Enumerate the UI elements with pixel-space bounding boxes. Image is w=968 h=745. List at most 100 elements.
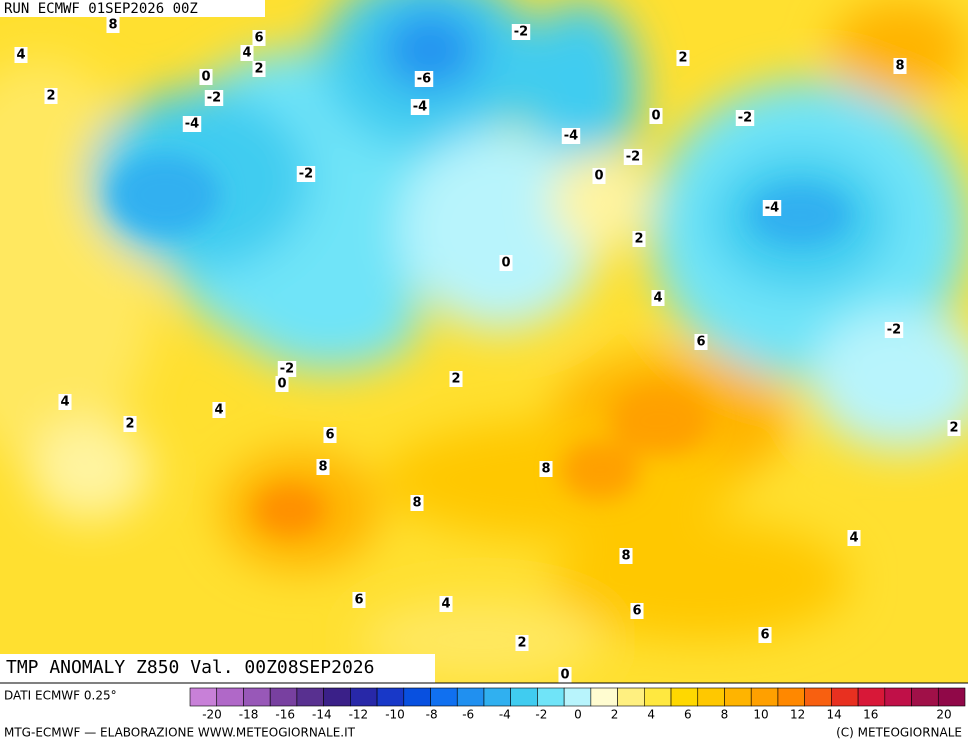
colorbar-swatch (724, 687, 752, 707)
contour-label-bg (296, 166, 316, 182)
colorbar-tick-label: 4 (647, 708, 655, 722)
contour-label-text: 2 (254, 62, 263, 77)
contour-label: 6 (352, 592, 366, 608)
colorbar-tick-label: -8 (426, 708, 438, 722)
contour-label-text: 8 (318, 460, 327, 475)
run-box (0, 0, 265, 17)
contour-label-bg (252, 30, 266, 46)
contour-label: 2 (515, 635, 529, 651)
contour-label-text: -2 (887, 323, 901, 338)
colorbar-tick-label: -20 (202, 708, 222, 722)
contour-label-text: -2 (514, 25, 528, 40)
contour-label: 4 (58, 394, 72, 410)
contour-label: 6 (694, 334, 708, 350)
contour-label-text: 4 (441, 597, 450, 612)
contour-label: 4 (651, 290, 665, 306)
colorbar-tick-label: -16 (275, 708, 295, 722)
contour-label: 8 (539, 461, 553, 477)
colorbar-swatch (697, 687, 725, 707)
colorbar-tick-label: -14 (312, 708, 332, 722)
contour-label-bg (410, 99, 430, 115)
contour-label-text: -4 (765, 201, 779, 216)
contour-label-bg (352, 592, 366, 608)
colorbar-swatch (777, 687, 805, 707)
contour-label-text: 0 (501, 256, 510, 271)
contour-label: 8 (316, 459, 330, 475)
contour-label-text: 6 (632, 604, 641, 619)
colorbar-tick-label: 14 (827, 708, 842, 722)
source: DATI ECMWF 0.25° (4, 689, 117, 703)
colorbar-tick-label: -2 (535, 708, 547, 722)
contour-label-bg (847, 530, 861, 546)
contour-label-bg (410, 495, 424, 511)
colorbar-swatch (617, 687, 645, 707)
contour-label-bg (630, 603, 644, 619)
colorbar-swatch (804, 687, 832, 707)
contour-label-text: -4 (413, 100, 427, 115)
contour-label-text: 8 (621, 549, 630, 564)
contour-label-text: 6 (760, 628, 769, 643)
contour-label: 0 (275, 376, 289, 392)
contour-label-text: 4 (653, 291, 662, 306)
contour-label: -2 (511, 24, 531, 40)
contour-label: 4 (439, 596, 453, 612)
contour-label-text: 2 (634, 232, 643, 247)
title-box (0, 654, 435, 683)
copyright: (C) METEOGIORNALE (836, 726, 962, 740)
colorbar-swatch (937, 687, 966, 707)
colorbar-swatch (189, 687, 218, 707)
colorbar-swatch (323, 687, 351, 707)
contour-label-bg (947, 420, 961, 436)
contour-label-text: 4 (60, 395, 69, 410)
contour-label-bg (539, 461, 553, 477)
colorbar-swatch (216, 687, 244, 707)
contour-label-text: -4 (185, 117, 199, 132)
contour-label-bg (558, 667, 572, 683)
contour-label-text: -6 (417, 72, 431, 87)
contour-label-bg (123, 416, 137, 432)
contour-label: 2 (44, 88, 58, 104)
contour-label-bg (449, 371, 463, 387)
contour-label-bg (511, 24, 531, 40)
contour-label-text: 4 (242, 46, 251, 61)
contour-label-text: 6 (325, 428, 334, 443)
contour-label-bg (414, 71, 434, 87)
colorbar-swatch (403, 687, 431, 707)
contour-label-bg (651, 290, 665, 306)
contour-label-text: 8 (412, 496, 421, 511)
contour-label: 2 (947, 420, 961, 436)
colorbar-tick-label: -12 (349, 708, 369, 722)
colorbar-tick-label: 6 (684, 708, 692, 722)
contour-label-text: -2 (207, 91, 221, 106)
contour-label-bg (199, 69, 213, 85)
colorbar-tick-label: -18 (239, 708, 259, 722)
contour-label-text: 0 (277, 377, 286, 392)
colorbar-swatch (884, 687, 912, 707)
contour-label: 4 (240, 45, 254, 61)
colorbar-swatch (350, 687, 378, 707)
contour-label-bg (204, 90, 224, 106)
run-label: RUN ECMWF 01SEP2026 00Z (4, 1, 198, 17)
colorbar-swatch (376, 687, 405, 707)
contour-label: -2 (296, 166, 316, 182)
credit: MTG-ECMWF — ELABORAZIONE WWW.METEOGIORNA… (4, 726, 356, 740)
contour-label: 2 (252, 61, 266, 77)
contour-label-text: 2 (451, 372, 460, 387)
contour-label-bg (275, 376, 289, 392)
contour-label-bg (316, 459, 330, 475)
contour-label-bg (499, 255, 513, 271)
contour-label: 8 (410, 495, 424, 511)
colorbar: -20 -18 -16 -14 -12 -10 -8 -6 -4 -2 0 2 4 6 8 10 12 14 16 2… (189, 687, 966, 722)
colorbar-swatch (831, 687, 859, 707)
contour-label-bg (649, 108, 663, 124)
colorbar-swatch (911, 687, 939, 707)
contour-label: -4 (410, 99, 430, 115)
contour-label: -4 (762, 200, 782, 216)
colorbar-swatch (243, 687, 271, 707)
contour-label: 2 (123, 416, 137, 432)
contour-label: -2 (884, 322, 904, 338)
contour-label: 0 (199, 69, 213, 85)
contour-label-text: -4 (564, 129, 578, 144)
